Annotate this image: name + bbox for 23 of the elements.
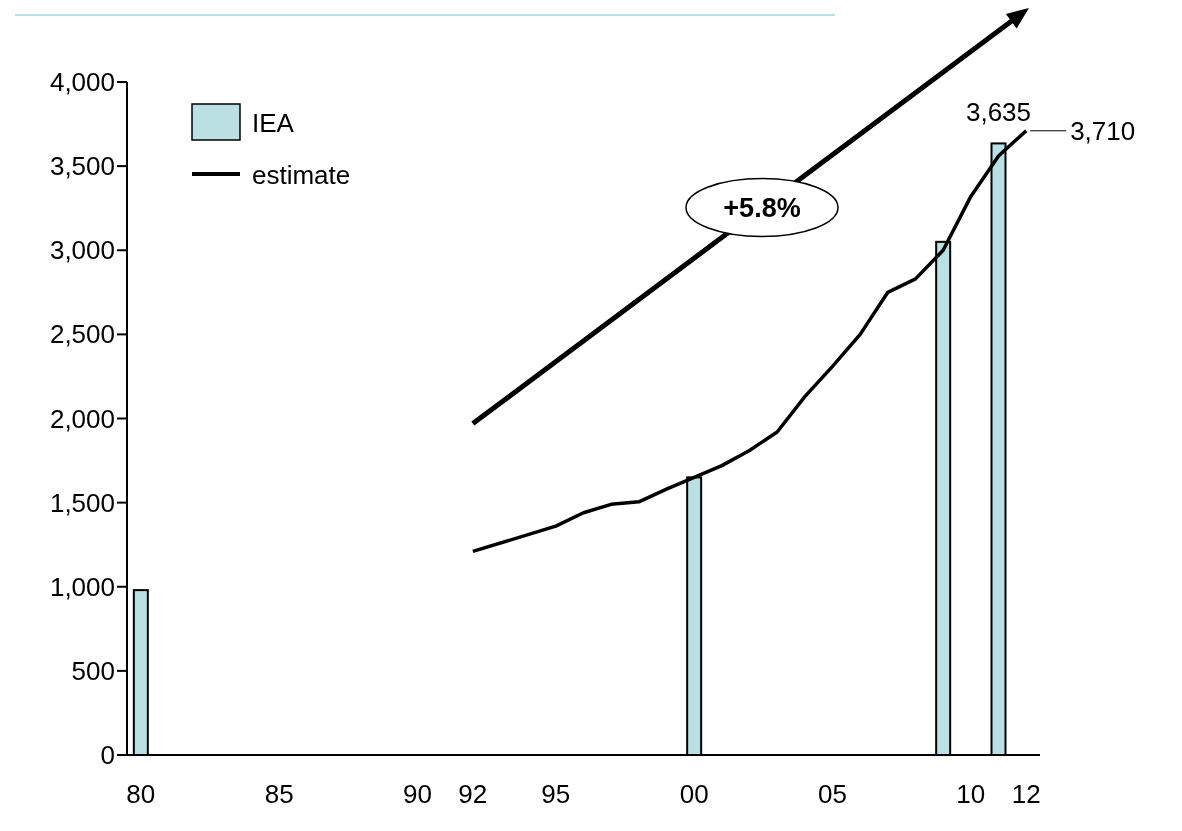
y-tick-label: 3,000	[49, 235, 115, 266]
x-tick-label: 05	[818, 779, 847, 809]
y-tick-label: 1,500	[49, 487, 115, 518]
y-tick-label: 0	[100, 740, 115, 770]
x-tick-label: 80	[126, 779, 156, 809]
legend-label: IEA	[252, 108, 295, 138]
data-label: 3,635	[965, 97, 1032, 128]
x-tick-label: 00	[679, 779, 709, 809]
y-tick-label: 1,000	[49, 571, 115, 602]
y-tick-label: 500	[71, 655, 115, 686]
x-tick-label: 10	[956, 779, 986, 809]
x-tick-label: 95	[541, 779, 571, 809]
data-label: 3,710	[1070, 115, 1136, 146]
x-tick-label: 12	[1011, 779, 1041, 809]
x-tick-label: 85	[264, 779, 294, 809]
legend-label: estimate	[252, 160, 351, 190]
annotation: +5.8%	[723, 193, 801, 224]
x-tick-label: 92	[458, 779, 488, 809]
y-tick-label: 2,000	[49, 403, 115, 434]
y-tick-label: 2,500	[49, 319, 115, 350]
x-tick-label: 90	[403, 779, 432, 809]
y-tick-label: 3,500	[49, 151, 115, 182]
y-tick-label: 4,000	[49, 67, 115, 97]
